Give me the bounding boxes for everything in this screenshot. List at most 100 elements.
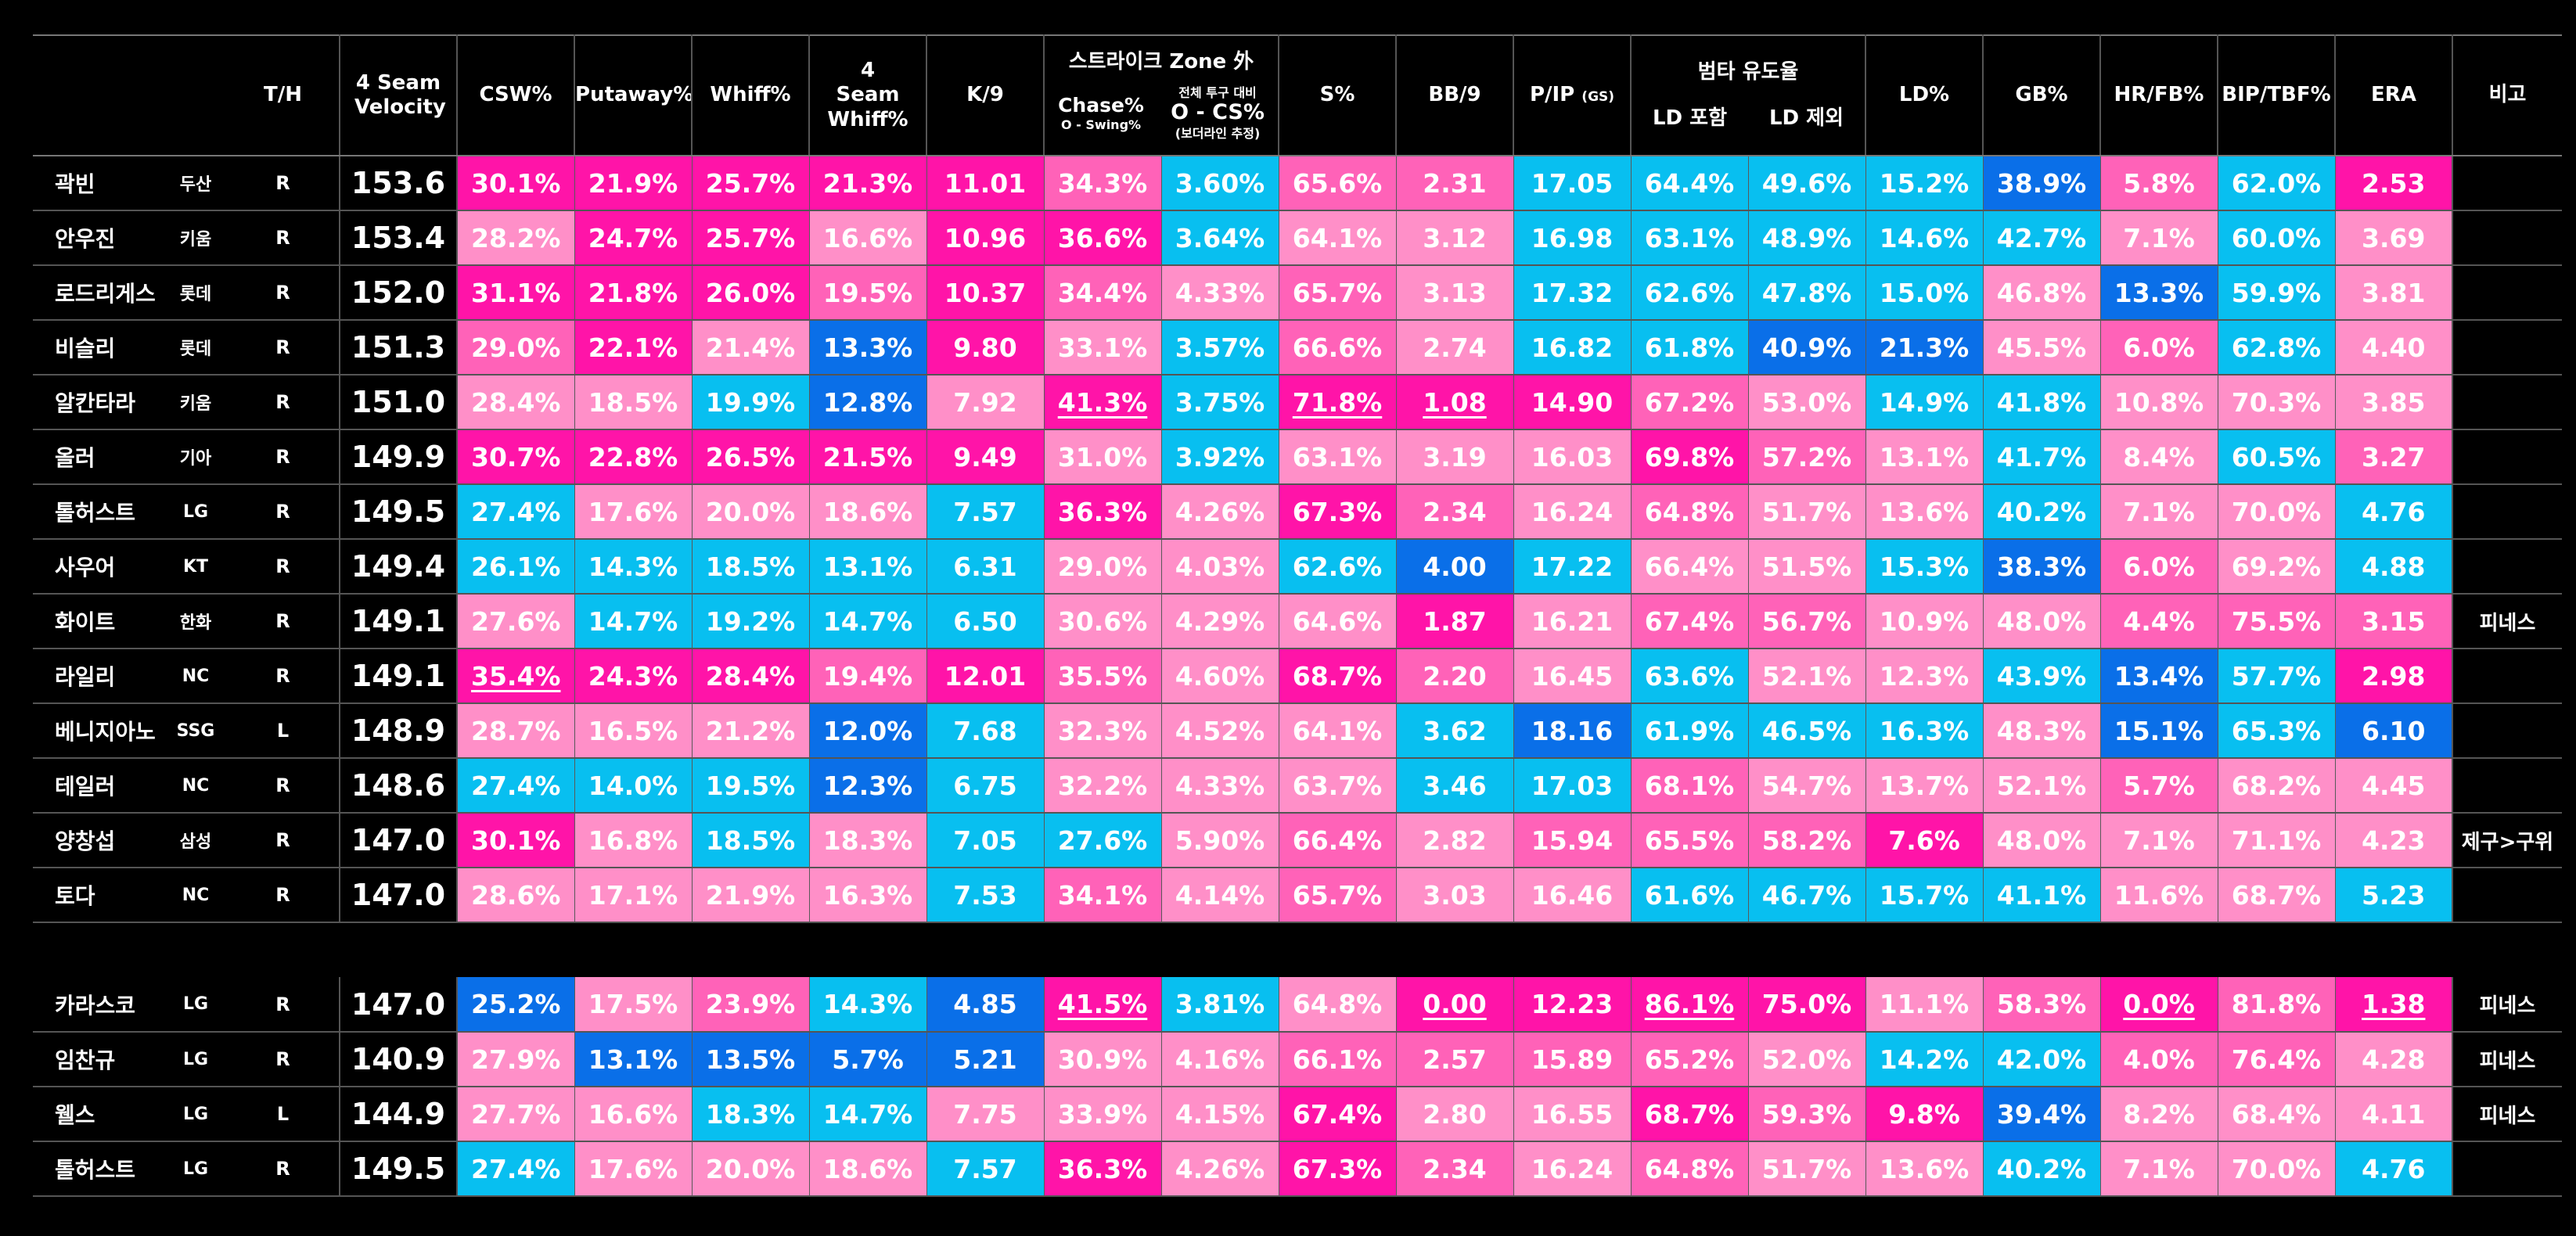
stat-value: 68.2% <box>2231 770 2322 801</box>
stat-csw: 27.4% <box>457 1141 575 1197</box>
stat-value: 3.81 <box>2362 277 2426 308</box>
velocity-value: 152.0 <box>340 265 458 321</box>
stat-gb: 38.9% <box>1983 156 2101 211</box>
stat-ld-in: 67.4% <box>1631 594 1749 649</box>
stat-value: 47.8% <box>1761 277 1852 308</box>
stat-value: 11.1% <box>1879 989 1970 1019</box>
header-pip-sub: (GS) <box>1581 89 1615 106</box>
stat-value: 1.87 <box>1423 605 1487 637</box>
stat-putaway: 24.7% <box>574 210 693 266</box>
note-cell <box>2452 868 2562 923</box>
stat-gb: 45.5% <box>1983 320 2101 375</box>
stat-hrfb: 10.8% <box>2100 375 2218 430</box>
stat-value: 2.80 <box>1423 1098 1487 1130</box>
stat-value: 17.03 <box>1531 770 1614 801</box>
stat-value: 16.03 <box>1531 441 1614 472</box>
stat-value: 16.98 <box>1531 222 1614 253</box>
stat-csw: 31.1% <box>457 265 575 321</box>
stat-chase: 35.5% <box>1044 649 1162 704</box>
stat-ld-in: 65.5% <box>1631 813 1749 868</box>
stat-ld-in: 63.1% <box>1631 210 1749 266</box>
stat-value: 61.6% <box>1644 879 1735 911</box>
stat-value: 4.76 <box>2362 1153 2426 1184</box>
stat-csw: 35.4% <box>457 649 575 704</box>
stat-gb: 38.3% <box>1983 539 2101 595</box>
stat-value: 5.23 <box>2362 879 2426 911</box>
stat-value: 18.6% <box>822 496 913 527</box>
stat-bb9: 2.34 <box>1396 484 1514 540</box>
stat-value: 46.5% <box>1761 715 1852 746</box>
stat-whiff: 13.5% <box>692 1032 810 1087</box>
velocity-value: 149.5 <box>340 1141 458 1197</box>
stat-value: 4.45 <box>2362 770 2426 801</box>
header-team <box>164 34 227 156</box>
stat-value: 7.68 <box>953 715 1017 746</box>
team-name: LG <box>164 1087 227 1142</box>
stat-era: 4.28 <box>2335 1032 2453 1087</box>
stat-ocs: 3.60% <box>1161 156 1279 211</box>
stat-value: 20.0% <box>705 1153 796 1184</box>
stat-value: 40.9% <box>1761 332 1852 363</box>
stat-ocs: 4.33% <box>1161 758 1279 814</box>
stat-value: 32.2% <box>1057 770 1148 801</box>
stat-fs-whiff: 18.3% <box>809 813 927 868</box>
stat-value: 62.0% <box>2231 167 2322 199</box>
stat-value: 5.7% <box>832 1044 904 1075</box>
stat-whiff: 19.9% <box>692 375 810 430</box>
stat-value: 7.53 <box>953 879 1017 911</box>
stat-value: 36.6% <box>1057 222 1148 253</box>
stat-gb: 46.8% <box>1983 265 2101 321</box>
stat-value: 6.10 <box>2362 715 2426 746</box>
stat-value: 49.6% <box>1761 167 1852 199</box>
stat-gb: 52.1% <box>1983 758 2101 814</box>
stat-k9: 7.57 <box>926 1141 1045 1197</box>
header-ocs-title: O - CS% <box>1171 100 1265 125</box>
stat-value: 65.7% <box>1292 277 1383 308</box>
table-row: 톨허스트 LG R 149.5 27.4% 17.6% 20.0% 18.6% 7.57 36.3… <box>33 1141 2562 1197</box>
stat-value: 4.60% <box>1175 660 1265 692</box>
stat-ld-ex: 75.0% <box>1748 977 1866 1033</box>
stat-value: 66.1% <box>1292 1044 1383 1075</box>
section-gap <box>33 922 2562 977</box>
stat-value: 34.3% <box>1057 167 1148 199</box>
stat-csw: 27.4% <box>457 484 575 540</box>
team-name: SSG <box>164 703 227 759</box>
stat-value: 16.5% <box>588 715 678 746</box>
stat-value: 21.4% <box>705 332 796 363</box>
stat-value: 1.38 <box>2362 989 2426 1019</box>
stat-bip: 81.8% <box>2218 977 2336 1033</box>
stat-value: 2.74 <box>1423 332 1487 363</box>
stat-era: 3.81 <box>2335 265 2453 321</box>
stat-s-pct: 67.3% <box>1279 484 1397 540</box>
stat-era: 3.85 <box>2335 375 2453 430</box>
stat-pip: 15.94 <box>1513 813 1632 868</box>
table-row: 곽빈 두산 R 153.6 30.1% 21.9% 25.7% 21.3% 11.01 34.3%… <box>33 156 2562 211</box>
note-cell: 피네스 <box>2452 1087 2562 1142</box>
throwing-hand: R <box>227 539 340 595</box>
stat-whiff: 21.2% <box>692 703 810 759</box>
stat-putaway: 17.6% <box>574 1141 693 1197</box>
table-row: 임찬규 LG R 140.9 27.9% 13.1% 13.5% 5.7% 5.21 30.9% 4… <box>33 1032 2562 1087</box>
stat-pip: 17.03 <box>1513 758 1632 814</box>
stat-ld-in: 68.1% <box>1631 758 1749 814</box>
stat-value: 32.3% <box>1057 715 1148 746</box>
stat-pip: 16.55 <box>1513 1087 1632 1142</box>
stat-value: 64.1% <box>1292 715 1383 746</box>
stat-ld-in: 67.2% <box>1631 375 1749 430</box>
stat-ld-ex: 46.5% <box>1748 703 1866 759</box>
stat-value: 51.7% <box>1761 496 1852 527</box>
stat-csw: 27.6% <box>457 594 575 649</box>
table-row: 올러 기아 R 149.9 30.7% 22.8% 26.5% 21.5% 9.49 31.0% 3… <box>33 429 2562 485</box>
stat-hrfb: 7.1% <box>2100 1141 2218 1197</box>
stat-ld-in: 61.9% <box>1631 703 1749 759</box>
stat-whiff: 20.0% <box>692 484 810 540</box>
table-row: 토다 NC R 147.0 28.6% 17.1% 21.9% 16.3% 7.53 34.1% 4… <box>33 868 2562 923</box>
stat-ocs: 4.26% <box>1161 1141 1279 1197</box>
stat-ld-in: 64.8% <box>1631 484 1749 540</box>
stat-value: 27.6% <box>1057 825 1148 856</box>
stat-value: 41.1% <box>1996 879 2087 911</box>
stat-value: 62.6% <box>1644 277 1735 308</box>
note-cell <box>2452 703 2562 759</box>
stat-ld-ex: 51.7% <box>1748 1141 1866 1197</box>
stat-value: 7.1% <box>2123 496 2195 527</box>
